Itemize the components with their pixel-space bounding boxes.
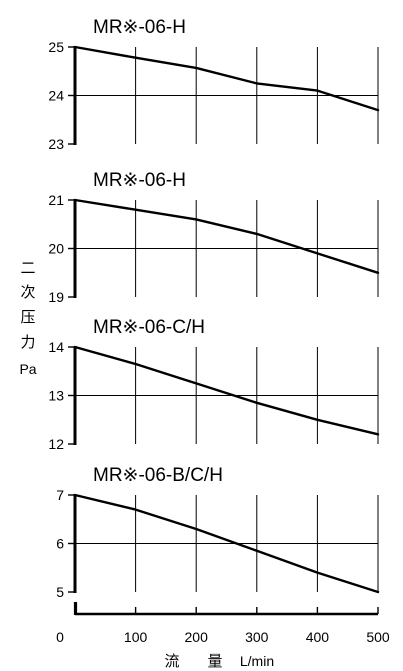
y-axis-label-char-1: 二 xyxy=(20,259,35,277)
chart-panel-4: MR※-06-B/C/H 7 6 5 xyxy=(56,465,380,600)
y-tick-label: 13 xyxy=(48,388,64,404)
x-tick-label: 0 xyxy=(56,629,64,645)
series-line xyxy=(73,493,380,594)
series-line xyxy=(73,198,380,274)
series-line xyxy=(73,45,380,112)
y-tick-label: 24 xyxy=(48,88,64,104)
y-tick-label: 25 xyxy=(48,39,64,55)
y-tick-label: 7 xyxy=(56,487,64,503)
chart-panel-3: MR※-06-C/H 14 13 12 xyxy=(48,317,380,452)
y-axis-label: 二 次 压 力 Pa xyxy=(19,259,36,377)
y-tick-label: 12 xyxy=(48,436,64,452)
x-axis-unit: L/min xyxy=(240,653,274,669)
x-tick-label: 400 xyxy=(306,629,330,645)
chart-panel-1: MR※-06-H 25 24 23 xyxy=(48,17,380,152)
x-tick-label: 200 xyxy=(185,629,209,645)
x-tick-label: 100 xyxy=(124,629,148,645)
y-axis-label-char-4: 力 xyxy=(20,333,35,351)
y-tick-label: 5 xyxy=(56,584,64,600)
y-tick-label: 14 xyxy=(48,339,64,355)
chart-title: MR※-06-H xyxy=(93,170,186,191)
chart-panels: MR※-06-H 25 24 23 MR※-06-H 21 20 19 MR※-06-C/H 14… xyxy=(48,17,380,600)
x-axis-label-char-2: 量 xyxy=(207,652,222,670)
x-axis: 0 100 200 300 400 500 流 量 L/min xyxy=(56,602,390,670)
y-tick-label: 19 xyxy=(48,289,64,305)
x-tick-labels: 0 100 200 300 400 500 xyxy=(56,607,390,645)
y-tick-label: 6 xyxy=(56,536,64,552)
y-axis-unit: Pa xyxy=(19,361,36,377)
y-tick-label: 23 xyxy=(48,136,64,152)
y-tick-label: 21 xyxy=(48,192,64,208)
x-axis-label-char-1: 流 xyxy=(164,652,179,670)
y-axis-label-char-3: 压 xyxy=(20,308,35,326)
chart-title: MR※-06-C/H xyxy=(93,317,205,338)
chart-title: MR※-06-B/C/H xyxy=(93,465,223,486)
y-tick-label: 20 xyxy=(48,241,64,257)
y-axis-label-char-2: 次 xyxy=(20,283,35,301)
chart-title: MR※-06-H xyxy=(93,17,186,38)
chart-panel-2: MR※-06-H 21 20 19 xyxy=(48,170,380,305)
x-tick-label: 300 xyxy=(245,629,269,645)
series-line xyxy=(73,345,380,436)
x-tick-label: 500 xyxy=(366,629,390,645)
